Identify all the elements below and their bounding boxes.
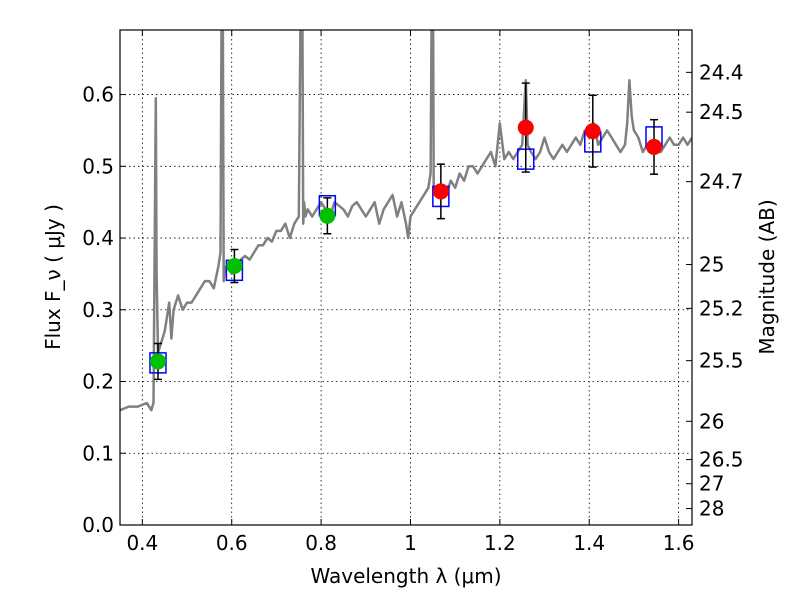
y2-tick-label: 25.5 (699, 349, 744, 373)
y2-tick-label: 25 (699, 253, 724, 277)
y-tick-label: 0.0 (82, 513, 114, 537)
axes-layer: 0.4 0.6 0.8 1 1.2 1.4 1.6 0.0 0.1 0.2 0.3 0.4 0.5 0.6… (82, 30, 744, 555)
photometry-point (646, 138, 663, 155)
y-tick-label: 0.6 (82, 83, 114, 107)
x-axis-title: Wavelength λ (μm) (310, 564, 501, 588)
y2-tick-label: 24.7 (699, 170, 744, 194)
y2-tick-label: 26.5 (699, 448, 744, 472)
y-tick-label: 0.5 (82, 154, 114, 178)
photometry-point (149, 353, 166, 370)
y2-axis-title: Magnitude (AB) (755, 199, 779, 354)
y2-tick-label: 28 (699, 497, 724, 521)
x-tick-label: 1.6 (663, 531, 695, 555)
y2-tick-label: 24.5 (699, 100, 744, 124)
x-tick-label: 0.6 (216, 531, 248, 555)
y-tick-label: 0.3 (82, 298, 114, 322)
x-tick-label: 1.4 (573, 531, 605, 555)
y2-tick-label: 27 (699, 472, 724, 496)
marks-layer (149, 82, 663, 381)
y-tick-label: 0.1 (82, 441, 114, 465)
x-tick-label: 0.4 (126, 531, 158, 555)
photometry-point (584, 123, 601, 140)
y-tick-label: 0.4 (82, 226, 114, 250)
x-tick-label: 1.2 (484, 531, 516, 555)
x-tick-label: 0.8 (305, 531, 337, 555)
plot-area (120, 30, 692, 525)
y-tick-label: 0.2 (82, 370, 114, 394)
grid (120, 30, 692, 526)
y2-tick-label: 25.2 (699, 296, 744, 320)
photometry-point (432, 183, 449, 200)
y-axis-title: Flux F_ν ( μJy ) (41, 204, 65, 350)
y2-tick-label: 24.4 (699, 60, 744, 84)
y2-tick-label: 26 (699, 409, 724, 433)
photometry-point (517, 119, 534, 136)
x-tick-label: 1 (404, 531, 417, 555)
photometry-point (319, 207, 336, 224)
plot-frame (119, 29, 693, 526)
photometry-point (226, 258, 243, 275)
